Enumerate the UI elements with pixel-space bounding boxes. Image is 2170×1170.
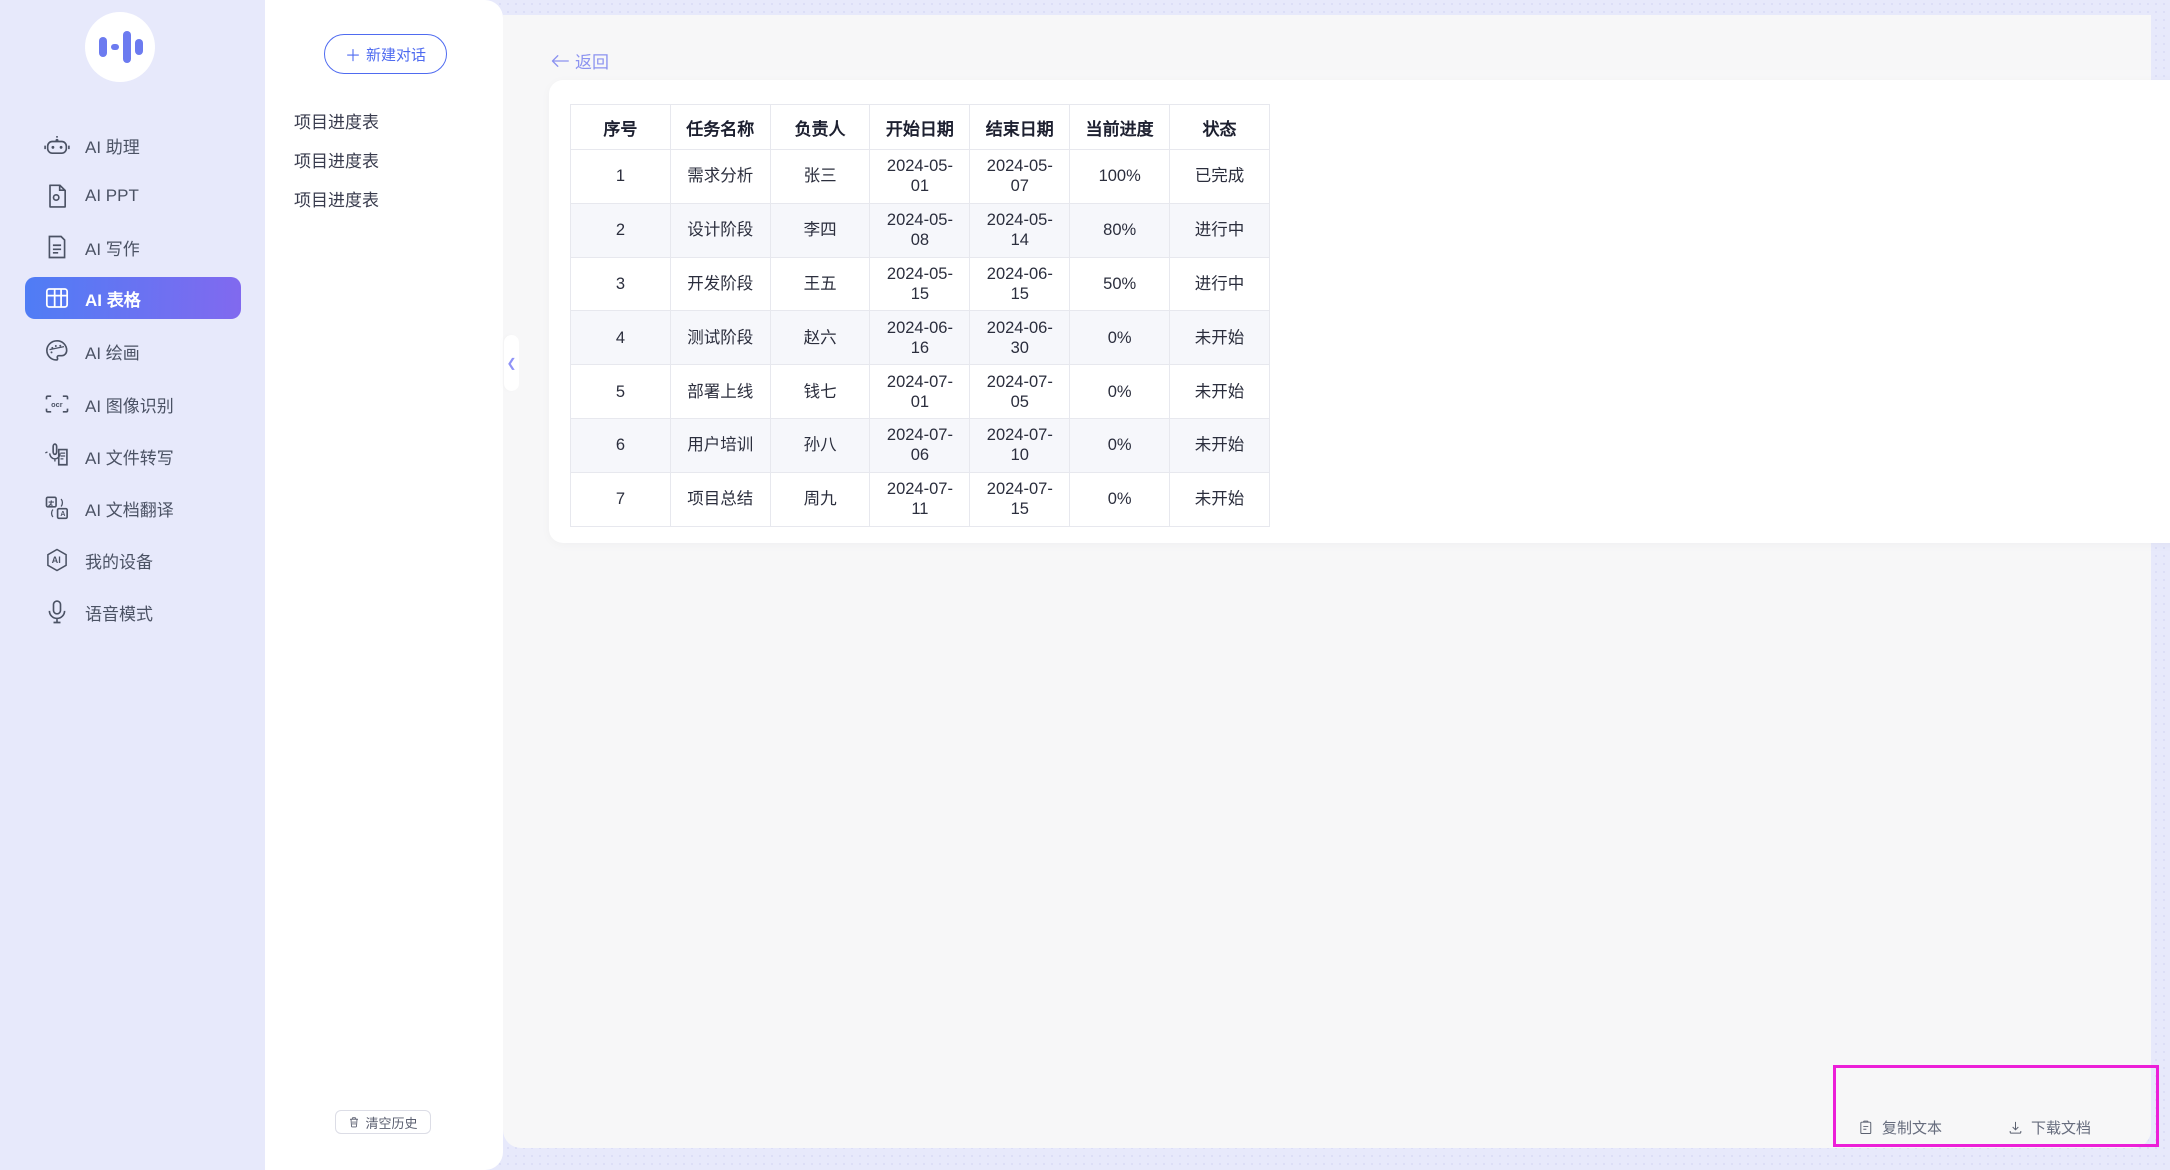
svg-text:ocr: ocr [51, 400, 63, 409]
svg-text:AI: AI [52, 555, 61, 565]
svg-text:A: A [60, 511, 65, 518]
